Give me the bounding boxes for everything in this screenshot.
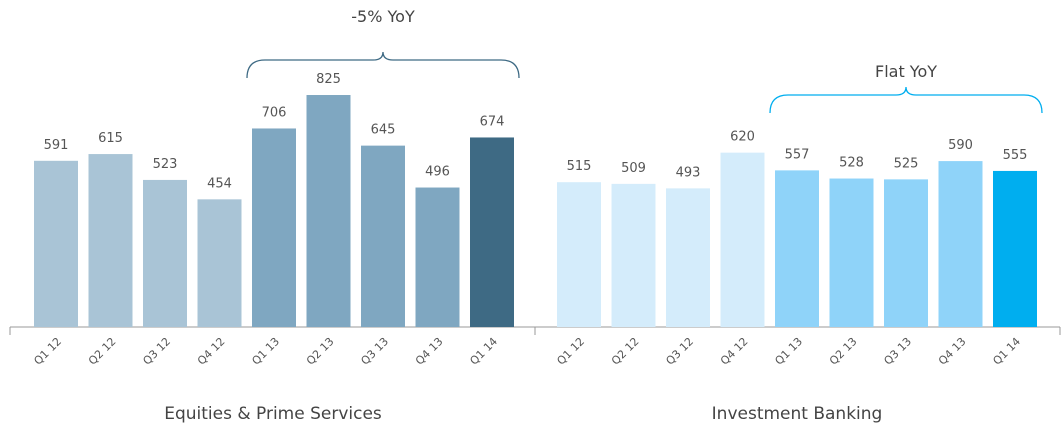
x-tick-label: Q1 12 xyxy=(31,335,64,368)
bar xyxy=(993,170,1037,327)
bar xyxy=(34,160,78,327)
bar xyxy=(197,199,242,327)
value-label: 528 xyxy=(839,156,864,171)
bar xyxy=(361,145,405,327)
value-label: 525 xyxy=(894,156,919,171)
bar xyxy=(252,128,296,327)
x-tick-label: Q4 13 xyxy=(936,335,969,368)
bar xyxy=(415,187,460,327)
bar xyxy=(775,170,819,327)
bar xyxy=(611,183,656,327)
value-label: 509 xyxy=(621,161,646,176)
value-label: 645 xyxy=(371,123,396,138)
x-tick-label: Q3 12 xyxy=(663,335,696,368)
value-label: 496 xyxy=(425,165,450,180)
value-label: 620 xyxy=(730,130,755,145)
value-label: 515 xyxy=(567,159,592,174)
x-tick-label: Q1 13 xyxy=(772,335,805,368)
x-tick-label: Q1 13 xyxy=(249,335,282,368)
value-label: 615 xyxy=(98,131,123,146)
bar xyxy=(557,182,601,327)
value-label: 590 xyxy=(948,138,973,153)
bar xyxy=(88,154,133,327)
bar xyxy=(470,137,514,327)
value-label: 674 xyxy=(480,114,505,129)
chart-title: Investment Banking xyxy=(712,404,883,424)
brace xyxy=(769,86,1043,114)
value-label: 557 xyxy=(785,147,810,162)
x-tick-label: Q2 13 xyxy=(304,335,337,368)
x-tick-label: Q1 12 xyxy=(554,335,587,368)
x-tick-label: Q2 13 xyxy=(827,335,860,368)
value-label: 523 xyxy=(153,157,178,172)
x-tick-label: Q4 12 xyxy=(195,335,228,368)
annotation: Flat YoY xyxy=(875,62,937,81)
bar xyxy=(143,179,187,327)
bar xyxy=(938,161,983,327)
value-label: 493 xyxy=(676,165,701,180)
annotation: -5% YoY xyxy=(351,7,415,26)
chart-title: Equities & Prime Services xyxy=(164,404,382,424)
brace xyxy=(246,51,520,79)
value-label: 454 xyxy=(207,176,232,191)
x-tick-label: Q3 13 xyxy=(881,335,914,368)
bar xyxy=(720,152,765,327)
x-tick-label: Q4 13 xyxy=(413,335,446,368)
x-tick-label: Q1 14 xyxy=(467,335,500,368)
x-tick-label: Q1 14 xyxy=(990,335,1023,368)
bar xyxy=(306,95,351,327)
value-label: 591 xyxy=(44,138,69,153)
value-label: 706 xyxy=(262,105,287,120)
bar xyxy=(829,178,874,327)
value-label: 825 xyxy=(316,72,341,87)
bar xyxy=(884,179,928,327)
x-tick-label: Q4 12 xyxy=(718,335,751,368)
x-tick-label: Q3 12 xyxy=(140,335,173,368)
bar xyxy=(666,188,710,327)
x-tick-label: Q3 13 xyxy=(358,335,391,368)
x-tick-label: Q2 12 xyxy=(609,335,642,368)
x-tick-label: Q2 12 xyxy=(86,335,119,368)
value-label: 555 xyxy=(1003,148,1028,163)
